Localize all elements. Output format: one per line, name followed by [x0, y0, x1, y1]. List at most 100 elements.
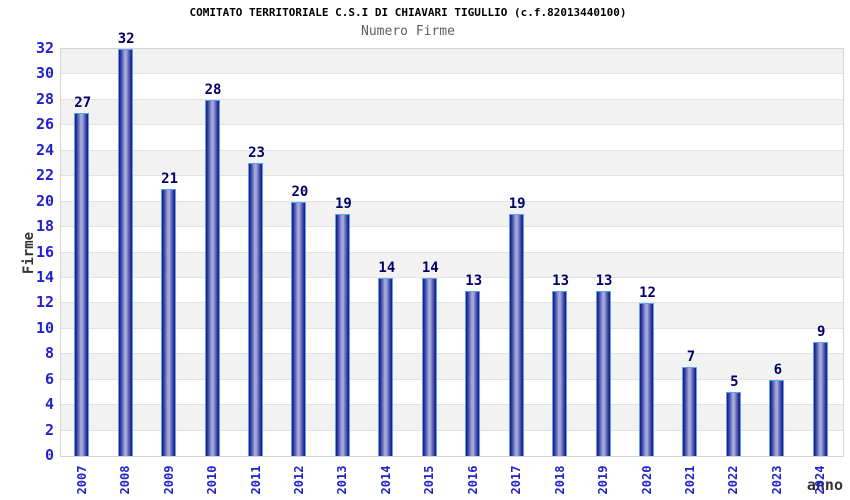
bar-value-label: 14 [378, 259, 396, 276]
bar-value-label: 9 [817, 323, 826, 340]
y-tick-label: 20 [35, 191, 54, 210]
x-axis-title: anno [806, 476, 843, 494]
bar [508, 214, 524, 456]
grid-band [61, 227, 843, 253]
grid-band [61, 99, 843, 126]
gridline [61, 98, 843, 100]
gridline [61, 302, 843, 304]
x-tick-label: 2008 [118, 465, 133, 495]
grid-band [61, 277, 843, 304]
y-tick-label: 14 [35, 267, 54, 286]
y-tick-label: 10 [35, 318, 54, 337]
bar [74, 112, 90, 456]
bar-value-label: 13 [552, 272, 570, 289]
grid-band [61, 150, 843, 177]
y-tick-label: 26 [35, 115, 54, 134]
bar [248, 163, 263, 456]
gridline [61, 73, 843, 75]
x-tick-label: 2013 [335, 465, 350, 495]
bar-value-label: 21 [161, 170, 179, 187]
grid-band [61, 354, 843, 380]
bar [117, 49, 133, 456]
y-tick-label: 32 [35, 39, 54, 57]
x-tick-label: 2012 [291, 465, 306, 495]
grid-band [61, 405, 843, 431]
y-tick-label: 30 [35, 64, 54, 83]
x-tick-label: 2019 [596, 465, 611, 495]
y-tick-label: 6 [44, 369, 54, 388]
bar-value-label: 27 [74, 94, 92, 111]
bar [595, 290, 611, 456]
gridline [61, 276, 843, 278]
x-tick-label: 2016 [465, 465, 480, 495]
gridline [61, 404, 843, 406]
gridline [61, 226, 843, 228]
gridline [61, 327, 843, 329]
bar-value-label: 7 [686, 348, 696, 365]
bar [682, 366, 698, 456]
x-tick-label: 2024 [813, 465, 828, 495]
grid-band [61, 430, 843, 456]
bar-value-label: 23 [248, 145, 265, 162]
grid-band [61, 201, 843, 228]
bar-value-label: 28 [204, 81, 222, 98]
x-tick-label: 2023 [769, 465, 784, 495]
grid-band [61, 303, 843, 329]
bar [725, 392, 741, 456]
gridline [61, 429, 843, 431]
gridline [61, 175, 843, 177]
grid-band [61, 176, 843, 202]
grid-band [61, 328, 843, 355]
x-tick-label: 2011 [248, 465, 263, 495]
bar-value-label: 12 [639, 285, 656, 302]
bar [204, 99, 220, 456]
grid-band [61, 49, 843, 75]
gridline [61, 251, 843, 253]
x-tick-label: 2010 [205, 465, 220, 495]
x-tick-label: 2017 [509, 465, 524, 495]
y-tick-label: 0 [44, 446, 54, 464]
y-tick-label: 2 [44, 420, 54, 439]
bar-value-label: 5 [730, 374, 739, 391]
bar-value-label: 14 [421, 259, 439, 276]
bar-value-label: 19 [334, 196, 352, 213]
bar-value-label: 20 [291, 183, 309, 200]
x-tick-label: 2014 [378, 465, 393, 495]
plot-area: 27 32 21 28 23 20 19 14 14 13 19 13 13 12 7 5 6 9 [60, 31, 844, 457]
grid-band [61, 74, 843, 100]
bar [291, 201, 307, 456]
bar [378, 277, 394, 456]
bar-value-label: 32 [117, 31, 135, 47]
chart-subtitle: Numero Firme [361, 24, 455, 39]
gridline [61, 124, 843, 126]
gridline [61, 353, 843, 355]
bar [552, 290, 568, 456]
bar-value-label: 6 [773, 361, 783, 378]
x-tick-label: 2021 [682, 465, 697, 495]
x-tick-label: 2015 [422, 465, 437, 495]
y-tick-label: 18 [35, 217, 54, 236]
x-tick-label: 2009 [161, 465, 176, 495]
y-tick-label: 28 [35, 89, 54, 108]
bar-value-label: 13 [465, 272, 483, 289]
y-tick-label: 8 [44, 344, 54, 363]
bar [161, 188, 177, 456]
x-tick-label: 2018 [552, 465, 567, 495]
bar [639, 303, 654, 456]
y-tick-label: 24 [35, 140, 54, 159]
bar [812, 341, 828, 456]
bar-value-label: 13 [595, 272, 613, 289]
x-tick-label: 2020 [639, 465, 654, 495]
gridline [61, 378, 843, 380]
y-tick-label: 16 [35, 242, 54, 261]
bar [421, 277, 437, 456]
bar [769, 379, 785, 456]
bar [334, 214, 350, 456]
bar-value-label: 19 [508, 196, 526, 213]
grid-band [61, 379, 843, 406]
bar [465, 290, 481, 456]
chart-title: COMITATO TERRITORIALE C.S.I DI CHIAVARI … [189, 6, 627, 19]
x-tick-label: 2022 [726, 465, 741, 495]
gridline [61, 200, 843, 202]
